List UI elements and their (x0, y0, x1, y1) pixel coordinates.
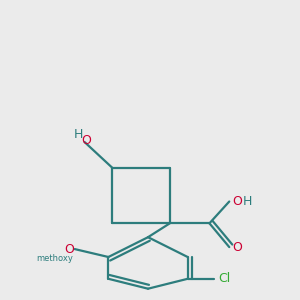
Text: O: O (82, 134, 92, 147)
Text: O: O (64, 243, 74, 256)
Text: H: H (74, 128, 83, 141)
Text: methoxy: methoxy (37, 254, 73, 263)
Text: H: H (242, 195, 252, 208)
Text: O: O (232, 195, 242, 208)
Text: O: O (232, 241, 242, 254)
Text: Cl: Cl (218, 272, 230, 285)
